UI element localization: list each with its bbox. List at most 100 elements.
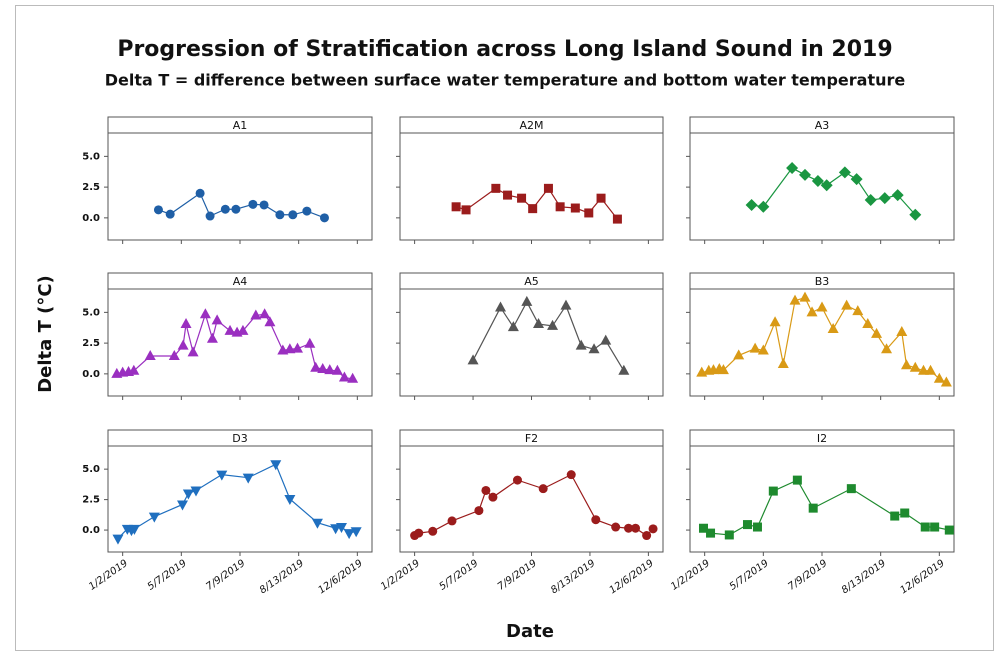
marker xyxy=(474,506,484,516)
chart-title: Progression of Stratification across Lon… xyxy=(117,37,892,62)
y-tick-label: 0.0 xyxy=(82,213,100,224)
marker xyxy=(827,322,839,333)
marker xyxy=(220,204,230,214)
marker xyxy=(533,318,545,329)
plot-area xyxy=(689,445,955,553)
marker xyxy=(806,306,818,317)
marker xyxy=(940,376,952,387)
y-tick-label: 5.0 xyxy=(82,151,100,162)
panel xyxy=(745,162,922,221)
marker xyxy=(917,364,929,375)
panel xyxy=(410,470,658,541)
marker xyxy=(248,199,258,209)
panel-title: A4 xyxy=(233,275,248,288)
marker xyxy=(414,528,424,538)
marker xyxy=(930,522,940,532)
marker xyxy=(792,475,802,485)
marker xyxy=(909,361,921,372)
marker xyxy=(165,209,175,219)
marker xyxy=(841,299,853,310)
marker xyxy=(495,301,507,312)
panel xyxy=(111,308,359,383)
marker xyxy=(757,344,769,355)
marker xyxy=(768,486,778,496)
marker xyxy=(347,372,359,383)
marker xyxy=(182,489,194,500)
marker xyxy=(798,168,811,181)
marker xyxy=(517,193,527,203)
marker xyxy=(304,337,316,348)
marker xyxy=(512,475,522,485)
marker xyxy=(451,202,461,212)
marker xyxy=(777,358,789,369)
panel xyxy=(112,460,362,545)
marker xyxy=(642,531,652,541)
marker xyxy=(588,343,600,354)
marker xyxy=(909,208,922,221)
marker xyxy=(205,211,215,221)
marker xyxy=(878,192,891,205)
marker xyxy=(612,214,622,224)
marker xyxy=(331,364,343,375)
marker xyxy=(528,204,538,214)
marker xyxy=(288,210,298,220)
marker xyxy=(752,522,762,532)
marker xyxy=(291,342,303,353)
y-tick-label: 2.5 xyxy=(82,495,100,506)
marker xyxy=(461,205,471,215)
marker xyxy=(148,512,160,523)
marker xyxy=(428,526,438,536)
marker xyxy=(190,486,202,497)
marker xyxy=(698,523,708,533)
panel xyxy=(451,183,622,224)
panel-title: I2 xyxy=(817,432,827,445)
marker xyxy=(808,503,818,513)
marker xyxy=(338,371,350,382)
marker xyxy=(231,204,241,214)
panel xyxy=(153,188,329,223)
marker xyxy=(717,364,729,375)
marker xyxy=(820,179,833,192)
marker xyxy=(570,203,580,213)
marker xyxy=(566,470,576,480)
plot-area xyxy=(399,445,664,553)
marker xyxy=(343,529,355,540)
marker xyxy=(177,500,189,511)
panel xyxy=(698,475,954,540)
marker xyxy=(144,350,156,361)
marker xyxy=(335,523,347,534)
marker xyxy=(591,515,601,525)
marker xyxy=(317,362,329,373)
marker xyxy=(838,166,851,179)
marker xyxy=(242,473,254,484)
marker xyxy=(618,364,630,375)
marker xyxy=(769,316,781,327)
marker xyxy=(547,319,559,330)
plot-area xyxy=(399,288,664,397)
y-tick-label: 5.0 xyxy=(82,307,100,318)
y-tick-label: 2.5 xyxy=(82,338,100,349)
y-tick-label: 2.5 xyxy=(82,182,100,193)
marker xyxy=(624,523,634,533)
marker xyxy=(811,174,824,187)
marker xyxy=(891,189,904,202)
marker xyxy=(259,308,271,319)
marker xyxy=(302,206,312,216)
marker xyxy=(555,202,565,212)
marker xyxy=(491,183,501,193)
marker xyxy=(900,359,912,370)
marker xyxy=(112,534,124,545)
marker xyxy=(742,520,752,530)
marker xyxy=(543,183,553,193)
marker xyxy=(890,511,900,521)
chart-subtitle: Delta T = difference between surface wat… xyxy=(105,71,906,90)
marker xyxy=(706,528,716,538)
marker xyxy=(350,527,362,538)
plot-area xyxy=(399,132,664,241)
marker xyxy=(128,364,140,375)
marker xyxy=(944,525,954,535)
marker xyxy=(270,460,282,471)
marker xyxy=(881,343,893,354)
panel-title: D3 xyxy=(232,432,247,445)
